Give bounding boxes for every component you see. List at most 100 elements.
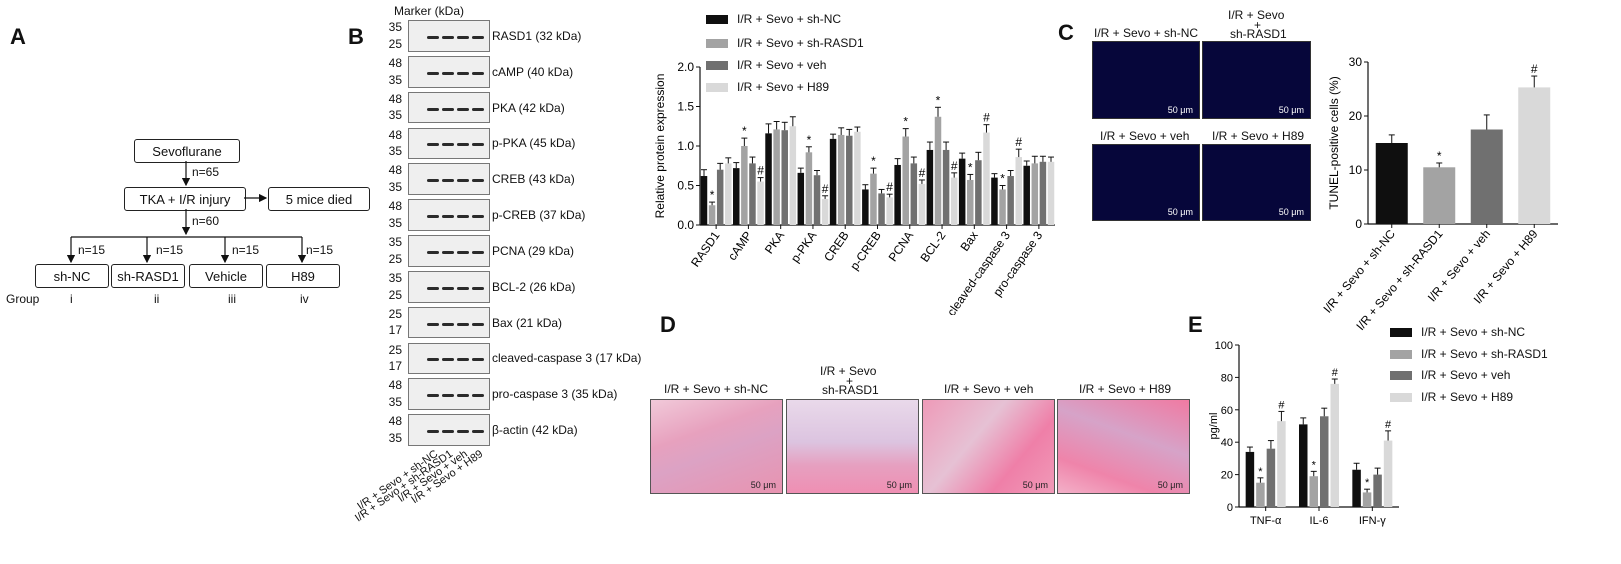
bar bbox=[708, 205, 716, 225]
flow-roman-1: i bbox=[70, 292, 73, 306]
blot-protein-label: pro-caspase 3 (35 kDa) bbox=[492, 387, 618, 402]
y-axis-label: pg/ml bbox=[1208, 413, 1220, 440]
blot-band bbox=[457, 179, 469, 183]
blot-band bbox=[457, 322, 469, 326]
x-tick-label: p-CREB bbox=[847, 229, 884, 273]
bar bbox=[1023, 165, 1030, 225]
bar bbox=[1373, 474, 1382, 507]
blot-band bbox=[472, 179, 484, 183]
bar bbox=[926, 149, 934, 225]
flow-branch-n-3: n=15 bbox=[232, 243, 260, 257]
bar bbox=[733, 168, 740, 225]
panel-label-e: E bbox=[1188, 312, 1203, 337]
y-axis-label: TUNEL-positive cells (%) bbox=[1327, 76, 1341, 209]
bar bbox=[1015, 157, 1022, 225]
d-title-veh: I/R + Sevo + veh bbox=[944, 382, 1034, 396]
flow-n60-label: n=60 bbox=[192, 214, 220, 228]
significance-mark: * bbox=[1312, 459, 1317, 471]
y-tick-label: 60 bbox=[1221, 405, 1233, 417]
blot-row: 48 35 CREB (43 kDa) bbox=[388, 161, 658, 197]
blot-mw-lower: 17 bbox=[388, 323, 402, 338]
c-image-sh-nc: 50 μm bbox=[1092, 41, 1200, 119]
flow-roman-4: iv bbox=[300, 292, 309, 306]
bar bbox=[902, 136, 909, 225]
bar bbox=[983, 132, 990, 225]
bar bbox=[1518, 87, 1551, 224]
bar bbox=[821, 198, 829, 225]
bar bbox=[773, 129, 780, 225]
c-image-sh-rasd1: 50 μm bbox=[1202, 41, 1311, 119]
blot-band bbox=[442, 143, 454, 147]
significance-mark: # bbox=[983, 111, 990, 125]
y-tick-label: 0.0 bbox=[677, 218, 694, 232]
blot-row: 25 17 cleaved-caspase 3 (17 kDa) bbox=[388, 341, 658, 377]
significance-mark: # bbox=[886, 180, 893, 194]
bar bbox=[837, 134, 845, 225]
blot-band bbox=[427, 107, 439, 111]
blot-mw-upper: 35 bbox=[388, 270, 402, 285]
x-tick-label: PKA bbox=[762, 229, 787, 257]
b-legend-item-h89: I/R + Sevo + H89 bbox=[706, 80, 829, 94]
bar bbox=[991, 177, 998, 225]
blot-mw-upper: 35 bbox=[388, 20, 402, 34]
blot-membrane bbox=[408, 378, 490, 411]
bar bbox=[781, 130, 788, 225]
e-legend-item-h89: I/R + Sevo + H89 bbox=[1390, 390, 1513, 404]
blot-band bbox=[457, 430, 469, 434]
y-tick-label: 0.5 bbox=[677, 179, 694, 193]
b-bar-chart: 0.0 0.5 1.0 1.5 2.0 Relative protein expressi… bbox=[653, 60, 1055, 315]
y-axis-label: Relative protein expression bbox=[653, 74, 667, 219]
blot-mw-lower: 35 bbox=[388, 72, 402, 87]
flow-group-sh-nc: sh-NC bbox=[35, 264, 109, 288]
blot-mw-lower: 25 bbox=[388, 251, 402, 266]
d-title-sh-nc: I/R + Sevo + sh-NC bbox=[664, 382, 769, 396]
panel-label-a: A bbox=[10, 24, 26, 49]
e-legend-swatch bbox=[1390, 349, 1412, 359]
d-scalebar-label: 50 μm bbox=[1022, 480, 1048, 490]
y-tick-label: 2.0 bbox=[677, 60, 694, 74]
bar bbox=[1047, 161, 1055, 225]
blot-mw-upper: 48 bbox=[388, 199, 402, 214]
d-scalebar-label: 50 μm bbox=[750, 480, 776, 490]
blot-mw-upper: 48 bbox=[388, 163, 402, 178]
flow-n65-label: n=65 bbox=[192, 165, 220, 179]
x-tick-label: cAMP bbox=[725, 229, 755, 263]
blot-band bbox=[442, 358, 454, 362]
significance-mark: # bbox=[951, 159, 958, 173]
flow-branch-n-4: n=15 bbox=[306, 243, 334, 257]
flow-branch-n-1: n=15 bbox=[78, 243, 106, 257]
blot-band bbox=[457, 107, 469, 111]
blot-row: 48 35 β-actin (42 kDa) bbox=[388, 412, 658, 448]
d-scalebar-label: 50 μm bbox=[1157, 480, 1183, 490]
b-legend-text: I/R + Sevo + sh-NC bbox=[737, 12, 842, 26]
blot-band bbox=[427, 35, 439, 39]
bar bbox=[1352, 469, 1361, 507]
c-scalebar-label: 50 μm bbox=[1278, 207, 1304, 217]
significance-mark: # bbox=[919, 166, 926, 180]
bar bbox=[813, 175, 821, 225]
blot-membrane bbox=[408, 163, 490, 196]
blot-mw-upper: 48 bbox=[388, 414, 402, 429]
blot-band bbox=[442, 430, 454, 434]
blot-protein-label: BCL-2 (26 kDa) bbox=[492, 279, 576, 294]
significance-mark: * bbox=[742, 124, 747, 138]
bar bbox=[950, 177, 958, 225]
c-title-veh: I/R + Sevo + veh bbox=[1100, 129, 1190, 143]
e-bar-chart: 0 20 40 60 80 100 pg/ml TNF-α IL-6 IFN-γ * # * # * # bbox=[1208, 340, 1399, 527]
x-tick-label: IL-6 bbox=[1310, 515, 1329, 527]
blot-mw-lower: 35 bbox=[388, 108, 402, 123]
flow-group-h89: H89 bbox=[266, 264, 340, 288]
e-legend-text: I/R + Sevo + H89 bbox=[1421, 390, 1514, 404]
blot-mw-lower: 35 bbox=[388, 144, 402, 159]
e-legend-item-sh-rasd1: I/R + Sevo + sh-RASD1 bbox=[1390, 347, 1548, 361]
blot-band bbox=[457, 358, 469, 362]
blot-membrane bbox=[408, 20, 490, 52]
flow-tka-box: TKA + I/R injury bbox=[124, 187, 246, 211]
blot-mw-lower: 35 bbox=[388, 180, 402, 195]
blot-membrane bbox=[408, 306, 490, 339]
bar bbox=[967, 179, 974, 225]
bar bbox=[894, 164, 901, 225]
blot-band bbox=[427, 71, 439, 75]
flow-sevoflurane-box: Sevoflurane bbox=[134, 139, 240, 163]
blot-mw-lower: 35 bbox=[388, 430, 402, 445]
